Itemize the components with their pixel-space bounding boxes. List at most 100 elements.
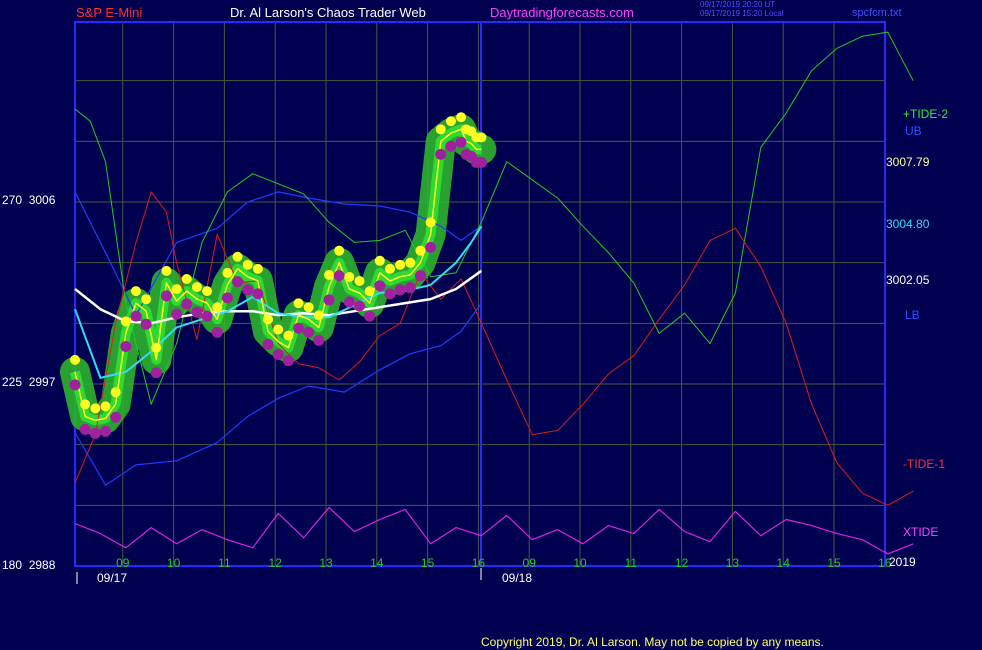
tide1-line [74, 191, 914, 506]
high-dot [456, 112, 467, 123]
price-dots [69, 112, 487, 439]
high-dot [171, 284, 182, 295]
high-dot [252, 263, 263, 274]
low-dot [171, 308, 183, 320]
low-dot [343, 296, 355, 308]
low-dot [323, 294, 335, 306]
high-dot [141, 294, 152, 305]
high-dot [222, 267, 233, 278]
low-dot [99, 425, 111, 437]
low-dot [140, 318, 152, 330]
high-dot [364, 286, 375, 297]
high-dot [161, 265, 172, 276]
low-dot [79, 423, 91, 435]
xtide-line [74, 506, 914, 555]
high-dot [191, 282, 202, 293]
tide2-line [74, 31, 914, 405]
low-dot [252, 288, 264, 300]
low-dot [425, 241, 437, 253]
high-dot [70, 354, 80, 365]
low-dot [120, 340, 132, 352]
high-dot [313, 310, 324, 321]
lower-band-label: LB [905, 308, 920, 322]
x-tick-label: 16 [878, 556, 892, 570]
high-dot [120, 316, 131, 327]
high-dot [415, 245, 426, 256]
low-dot [272, 349, 284, 361]
price-label-2: 3004.80 [886, 217, 930, 231]
high-dot [80, 399, 91, 410]
low-dot [130, 310, 142, 322]
low-dot [110, 411, 122, 423]
low-dot [414, 270, 426, 282]
low-dot [384, 288, 396, 300]
data-file-label: spcfcm.txt [852, 7, 902, 19]
high-dot [90, 403, 101, 414]
low-dot [262, 338, 274, 350]
high-dot [303, 302, 314, 313]
low-dot [150, 367, 162, 379]
high-dot [293, 298, 304, 309]
x-tick-label: 09 [523, 556, 537, 570]
low-dot [313, 334, 325, 346]
left-axis-label-top: 270 3006 [2, 193, 56, 207]
high-dot [202, 286, 213, 297]
utc-timestamp: 09/17/2019 20:20 UT [700, 0, 776, 9]
x-tick-label: 12 [269, 556, 283, 570]
high-dot [395, 259, 406, 270]
high-dot [100, 401, 111, 412]
x-tick-label: 13 [726, 556, 740, 570]
site-link[interactable]: Daytradingforecasts.com [490, 5, 634, 20]
high-dot [354, 276, 365, 286]
tide2-label: +TIDE-2 [903, 107, 949, 121]
left-axis-label-mid: 225 2997 [2, 375, 56, 389]
high-dot [334, 245, 345, 256]
high-dot [425, 217, 436, 228]
low-dot [353, 300, 365, 312]
x-tick-label: 15 [827, 556, 841, 570]
x-tick-label: 10 [573, 556, 587, 570]
high-dot [263, 314, 274, 325]
low-dot [221, 292, 233, 304]
low-dot [191, 306, 203, 318]
high-dot [212, 302, 223, 313]
tide1-label: -TIDE-1 [903, 457, 945, 471]
high-dot [130, 286, 141, 297]
high-dot [344, 271, 355, 282]
x-tick-label: 10 [167, 556, 181, 570]
high-dot [324, 269, 334, 280]
x-tick-label: 16 [472, 556, 486, 570]
high-dot [273, 324, 284, 335]
high-dot [242, 259, 253, 270]
upper-band-line [74, 191, 482, 316]
x-tick-label: 15 [421, 556, 435, 570]
high-dot [405, 257, 416, 268]
high-dot [384, 263, 395, 274]
low-dot [364, 310, 376, 322]
xtide-label: XTIDE [903, 525, 939, 539]
copyright-notice: Copyright 2019, Dr. Al Larson. May not b… [481, 635, 824, 649]
low-dot [435, 148, 447, 160]
x-tick-label: 14 [777, 556, 791, 570]
lower-band-line [74, 302, 482, 486]
date-label-day2: 09/18 [502, 571, 533, 585]
x-tick-label: 11 [625, 556, 638, 570]
x-tick-label: 13 [319, 556, 333, 570]
low-dot [160, 290, 172, 302]
low-dot [211, 326, 223, 338]
high-dot [110, 387, 121, 398]
high-dot [435, 124, 446, 135]
symbol-label: S&P E-Mini [76, 5, 143, 20]
low-dot [181, 298, 193, 310]
year-label: 2019 [889, 555, 916, 569]
low-dot [89, 427, 101, 439]
low-dot [242, 284, 254, 296]
low-dot [303, 326, 315, 338]
high-dot [181, 273, 192, 284]
price-label-3: 3002.05 [886, 273, 930, 287]
x-tick-label: 14 [370, 556, 384, 570]
chart-title: Dr. Al Larson's Chaos Trader Web [230, 5, 426, 20]
low-dot [445, 140, 457, 152]
low-dot [333, 270, 345, 282]
